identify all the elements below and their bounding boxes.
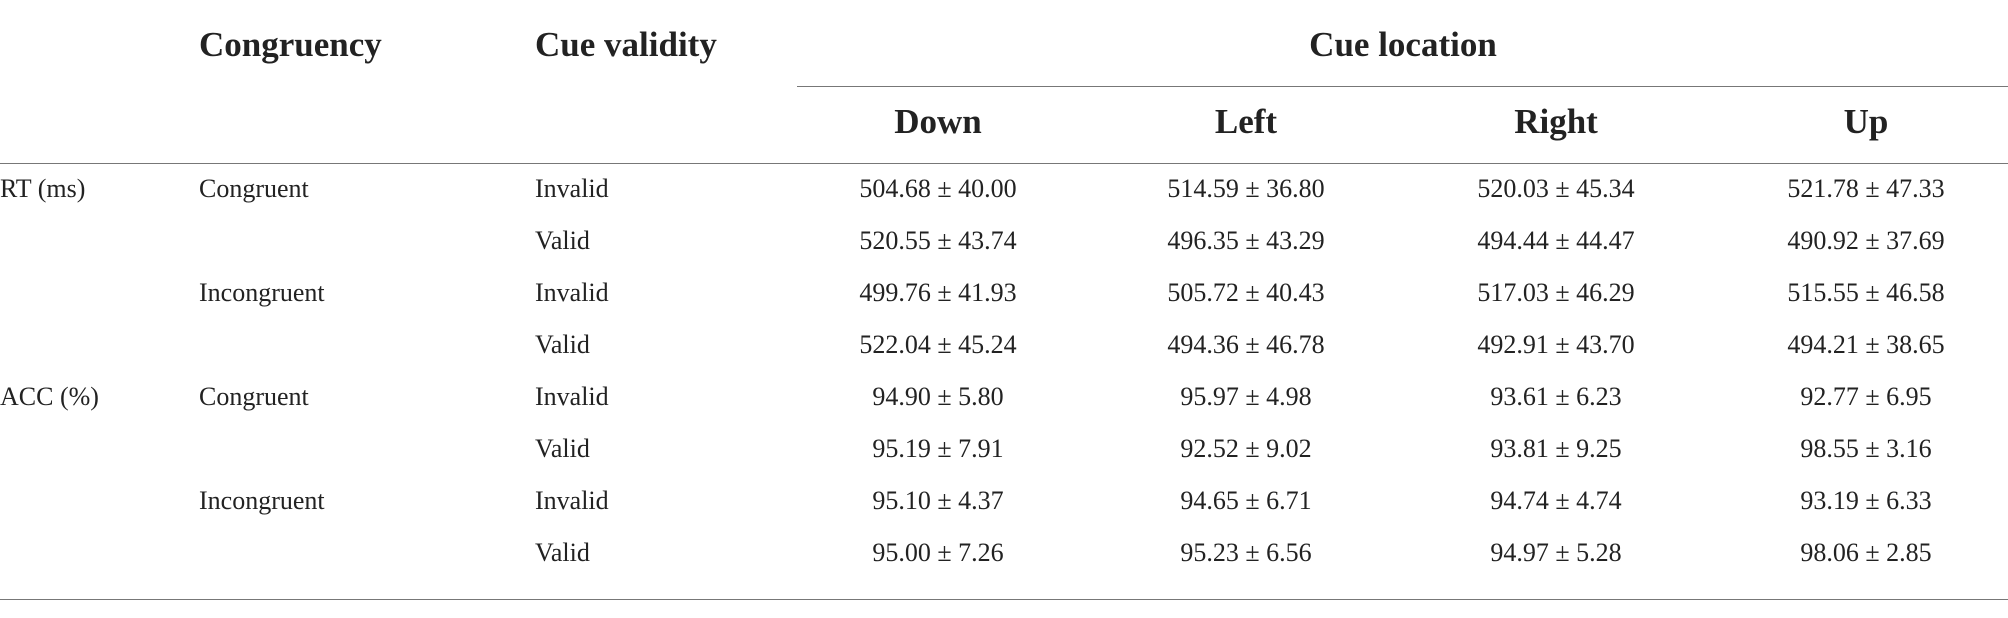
- table-cell-value: 95.00 ± 7.26: [872, 538, 1004, 567]
- header-congruency: Congruency: [199, 25, 382, 64]
- table-cell-value: 95.23 ± 6.56: [1180, 538, 1312, 567]
- table-bottom-rule: [0, 599, 2008, 600]
- table-cell-value: 520.03 ± 45.34: [1477, 174, 1635, 203]
- table-cell-value: 515.55 ± 46.58: [1787, 278, 1945, 307]
- table-cell-value: 514.59 ± 36.80: [1167, 174, 1325, 203]
- header-location-down: Down: [894, 102, 982, 141]
- table-cell-value: 95.19 ± 7.91: [872, 434, 1004, 463]
- table-cell-value: 521.78 ± 47.33: [1787, 174, 1945, 203]
- table-cell-value: 494.36 ± 46.78: [1167, 330, 1325, 359]
- table-cell-value: 517.03 ± 46.29: [1477, 278, 1635, 307]
- row-measure: RT (ms): [0, 174, 86, 203]
- table-cell-value: 93.81 ± 9.25: [1490, 434, 1622, 463]
- table-cell-value: 492.91 ± 43.70: [1477, 330, 1635, 359]
- table-cell-value: 494.21 ± 38.65: [1787, 330, 1945, 359]
- row-cue-validity: Valid: [535, 538, 590, 567]
- table-cell-value: 95.97 ± 4.98: [1180, 382, 1312, 411]
- table-cell-value: 93.19 ± 6.33: [1800, 486, 1932, 515]
- table-cell-value: 505.72 ± 40.43: [1167, 278, 1325, 307]
- table-cell-value: 504.68 ± 40.00: [859, 174, 1017, 203]
- row-cue-validity: Invalid: [535, 278, 609, 307]
- table-cell-value: 93.61 ± 6.23: [1490, 382, 1622, 411]
- row-congruency: Incongruent: [199, 486, 325, 515]
- row-measure: ACC (%): [0, 382, 99, 411]
- table-cell-value: 522.04 ± 45.24: [859, 330, 1017, 359]
- header-location-right: Right: [1514, 102, 1598, 141]
- table-cell-value: 494.44 ± 44.47: [1477, 226, 1635, 255]
- row-cue-validity: Invalid: [535, 382, 609, 411]
- row-congruency: Congruent: [199, 174, 309, 203]
- table-cell-value: 98.06 ± 2.85: [1800, 538, 1932, 567]
- header-cue-validity: Cue validity: [535, 25, 717, 64]
- table-cell-value: 92.52 ± 9.02: [1180, 434, 1312, 463]
- header-location-up: Up: [1843, 102, 1889, 141]
- table-cell-value: 94.90 ± 5.80: [872, 382, 1004, 411]
- row-cue-validity: Invalid: [535, 486, 609, 515]
- table-cell-value: 94.65 ± 6.71: [1180, 486, 1312, 515]
- table-cell-value: 94.74 ± 4.74: [1490, 486, 1622, 515]
- table-cell-value: 490.92 ± 37.69: [1787, 226, 1945, 255]
- row-congruency: Incongruent: [199, 278, 325, 307]
- row-cue-validity: Valid: [535, 434, 590, 463]
- row-congruency: Congruent: [199, 382, 309, 411]
- table-cell-value: 95.10 ± 4.37: [872, 486, 1004, 515]
- table-cell-value: 94.97 ± 5.28: [1490, 538, 1622, 567]
- spanner-rule: [797, 86, 2008, 87]
- row-cue-validity: Invalid: [535, 174, 609, 203]
- table-cell-value: 520.55 ± 43.74: [859, 226, 1017, 255]
- table-cell-value: 92.77 ± 6.95: [1800, 382, 1932, 411]
- table-cell-value: 499.76 ± 41.93: [859, 278, 1017, 307]
- table-cell-value: 98.55 ± 3.16: [1800, 434, 1932, 463]
- row-cue-validity: Valid: [535, 226, 590, 255]
- header-cue-location: Cue location: [1309, 25, 1497, 64]
- row-cue-validity: Valid: [535, 330, 590, 359]
- table-cell-value: 496.35 ± 43.29: [1167, 226, 1325, 255]
- header-location-left: Left: [1214, 102, 1278, 141]
- header-rule: [0, 163, 2008, 164]
